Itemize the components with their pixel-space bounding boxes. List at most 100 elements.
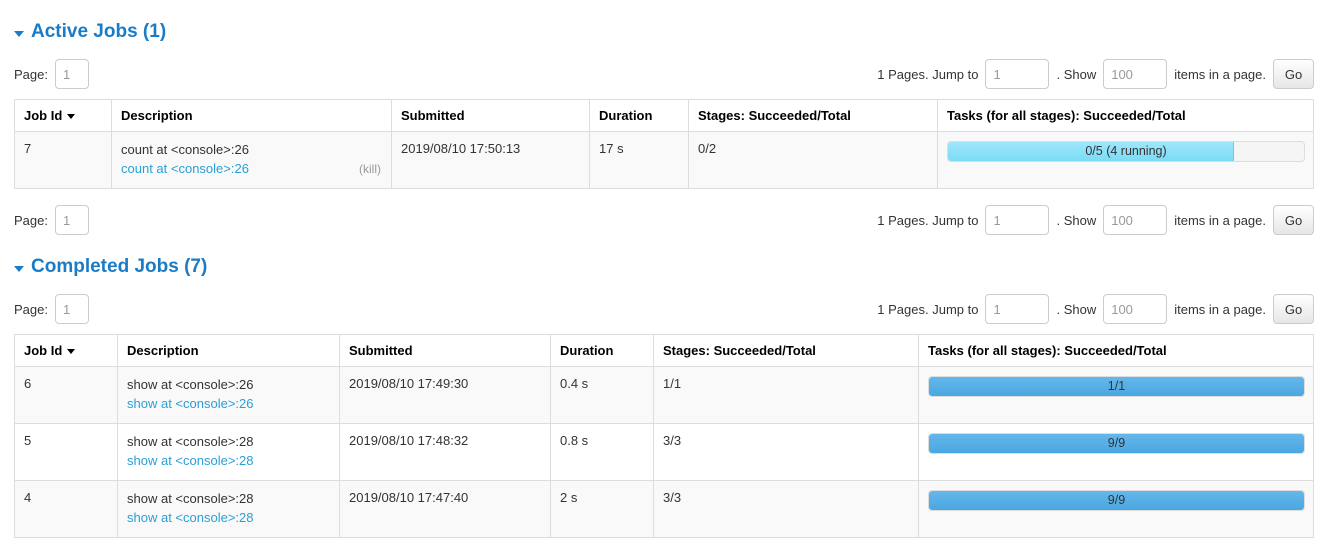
column-header-description[interactable]: Description bbox=[111, 99, 392, 132]
cell-tasks-progress: 9/9 bbox=[918, 423, 1314, 481]
section-header-completed-jobs[interactable]: Completed Jobs (7) bbox=[14, 256, 1314, 278]
cell-submitted: 2019/08/10 17:49:30 bbox=[339, 366, 551, 424]
description-second-line: show at <console>:26 bbox=[127, 394, 331, 414]
tasks-progress-label: 9/9 bbox=[1107, 436, 1126, 450]
tasks-progress-fill bbox=[929, 434, 1304, 453]
column-header-tasks[interactable]: Tasks (for all stages): Succeeded/Total bbox=[937, 99, 1314, 132]
jump-to-input-completed-top[interactable] bbox=[985, 294, 1050, 324]
page-input-active-bottom[interactable] bbox=[54, 205, 89, 235]
show-label: . Show bbox=[1056, 301, 1097, 317]
pager-bar-active-bottom: Page: 1 Pages. Jump to . Show items in a… bbox=[14, 205, 1314, 235]
tasks-progress-bar: 9/9 bbox=[928, 433, 1305, 454]
show-label: . Show bbox=[1056, 66, 1097, 82]
pager-right-active-top: 1 Pages. Jump to . Show items in a page.… bbox=[877, 59, 1314, 89]
table-row: 5 show at <console>:28 show at <console>… bbox=[14, 423, 1314, 481]
cell-submitted: 2019/08/10 17:50:13 bbox=[391, 131, 590, 189]
page-input-completed-top[interactable] bbox=[54, 294, 89, 324]
tasks-progress-fill bbox=[929, 377, 1304, 396]
cell-duration: 0.8 s bbox=[550, 423, 654, 481]
column-header-submitted[interactable]: Submitted bbox=[391, 99, 590, 132]
pager-bar-completed-top: Page: 1 Pages. Jump to . Show items in a… bbox=[14, 294, 1314, 324]
pages-count-text: 1 Pages. Jump to bbox=[877, 66, 979, 82]
pages-count-text: 1 Pages. Jump to bbox=[877, 301, 979, 317]
active-jobs-table: Job Id Description Submitted Duration St… bbox=[14, 99, 1314, 189]
pager-left-completed-top: Page: bbox=[14, 294, 89, 324]
jump-to-input-active-top[interactable] bbox=[985, 59, 1050, 89]
show-items-input-active-top[interactable] bbox=[1103, 59, 1168, 89]
cell-submitted: 2019/08/10 17:48:32 bbox=[339, 423, 551, 481]
section-header-active-jobs[interactable]: Active Jobs (1) bbox=[14, 21, 1314, 43]
page-label: Page: bbox=[14, 301, 48, 317]
description-text: show at <console>:28 bbox=[127, 491, 254, 506]
column-header-description[interactable]: Description bbox=[117, 334, 340, 367]
column-header-tasks[interactable]: Tasks (for all stages): Succeeded/Total bbox=[918, 334, 1314, 367]
column-header-job-id[interactable]: Job Id bbox=[14, 334, 118, 367]
items-in-page-label: items in a page. bbox=[1174, 301, 1266, 317]
pages-count-text: 1 Pages. Jump to bbox=[877, 212, 979, 228]
page-input-active-top[interactable] bbox=[54, 59, 89, 89]
cell-description: show at <console>:26 show at <console>:2… bbox=[117, 366, 340, 424]
cell-description: count at <console>:26 count at <console>… bbox=[111, 131, 392, 189]
kill-job-link[interactable]: (kill) bbox=[359, 162, 381, 176]
tasks-progress-bar: 0/5 (4 running) bbox=[947, 141, 1305, 162]
column-header-stages[interactable]: Stages: Succeeded/Total bbox=[653, 334, 919, 367]
tasks-progress-label: 9/9 bbox=[1107, 493, 1126, 507]
jump-to-input-active-bottom[interactable] bbox=[985, 205, 1050, 235]
column-header-duration[interactable]: Duration bbox=[589, 99, 689, 132]
description-second-line: show at <console>:28 bbox=[127, 451, 331, 471]
description-link[interactable]: show at <console>:28 bbox=[127, 510, 254, 525]
description-link[interactable]: count at <console>:26 bbox=[121, 161, 249, 176]
items-in-page-label: items in a page. bbox=[1174, 212, 1266, 228]
cell-job-id: 5 bbox=[14, 423, 118, 481]
chevron-down-icon bbox=[14, 266, 24, 272]
column-header-submitted[interactable]: Submitted bbox=[339, 334, 551, 367]
tasks-progress-label: 0/5 (4 running) bbox=[1085, 144, 1167, 158]
cell-job-id: 6 bbox=[14, 366, 118, 424]
show-items-input-active-bottom[interactable] bbox=[1103, 205, 1168, 235]
tasks-progress-label: 1/1 bbox=[1107, 379, 1126, 393]
page-label: Page: bbox=[14, 66, 48, 82]
show-label: . Show bbox=[1056, 212, 1097, 228]
column-label-job-id: Job Id bbox=[24, 108, 63, 123]
section-title-completed-jobs: Completed Jobs (7) bbox=[31, 256, 208, 277]
chevron-down-icon bbox=[14, 31, 24, 37]
cell-tasks-progress: 0/5 (4 running) bbox=[937, 131, 1314, 189]
cell-submitted: 2019/08/10 17:47:40 bbox=[339, 480, 551, 538]
pager-bar-active-top: Page: 1 Pages. Jump to . Show items in a… bbox=[14, 59, 1314, 89]
pager-left-active-bottom: Page: bbox=[14, 205, 89, 235]
description-second-line: show at <console>:28 bbox=[127, 508, 331, 528]
jobs-page: Active Jobs (1) Page: 1 Pages. Jump to .… bbox=[0, 21, 1328, 538]
description-link[interactable]: show at <console>:26 bbox=[127, 396, 254, 411]
pager-right-active-bottom: 1 Pages. Jump to . Show items in a page.… bbox=[877, 205, 1314, 235]
cell-job-id: 4 bbox=[14, 480, 118, 538]
cell-job-id: 7 bbox=[14, 131, 112, 189]
pager-left-active-top: Page: bbox=[14, 59, 89, 89]
column-header-job-id[interactable]: Job Id bbox=[14, 99, 112, 132]
section-title-active-jobs: Active Jobs (1) bbox=[31, 21, 167, 42]
go-button-active-top[interactable]: Go bbox=[1273, 59, 1314, 89]
description-text: show at <console>:28 bbox=[127, 434, 254, 449]
go-button-completed-top[interactable]: Go bbox=[1273, 294, 1314, 324]
cell-tasks-progress: 9/9 bbox=[918, 480, 1314, 538]
show-items-input-completed-top[interactable] bbox=[1103, 294, 1168, 324]
cell-duration: 2 s bbox=[550, 480, 654, 538]
cell-stages: 1/1 bbox=[653, 366, 919, 424]
cell-tasks-progress: 1/1 bbox=[918, 366, 1314, 424]
items-in-page-label: items in a page. bbox=[1174, 66, 1266, 82]
cell-duration: 17 s bbox=[589, 131, 689, 189]
column-label-job-id: Job Id bbox=[24, 343, 63, 358]
sort-descending-icon bbox=[67, 349, 76, 354]
tasks-progress-bar: 1/1 bbox=[928, 376, 1305, 397]
description-link[interactable]: show at <console>:28 bbox=[127, 453, 254, 468]
description-second-line: count at <console>:26 (kill) bbox=[121, 159, 383, 179]
cell-description: show at <console>:28 show at <console>:2… bbox=[117, 423, 340, 481]
cell-description: show at <console>:28 show at <console>:2… bbox=[117, 480, 340, 538]
cell-stages: 0/2 bbox=[688, 131, 938, 189]
cell-duration: 0.4 s bbox=[550, 366, 654, 424]
table-row: 7 count at <console>:26 count at <consol… bbox=[14, 131, 1314, 189]
go-button-active-bottom[interactable]: Go bbox=[1273, 205, 1314, 235]
column-header-duration[interactable]: Duration bbox=[550, 334, 654, 367]
cell-stages: 3/3 bbox=[653, 480, 919, 538]
column-header-stages[interactable]: Stages: Succeeded/Total bbox=[688, 99, 938, 132]
cell-stages: 3/3 bbox=[653, 423, 919, 481]
